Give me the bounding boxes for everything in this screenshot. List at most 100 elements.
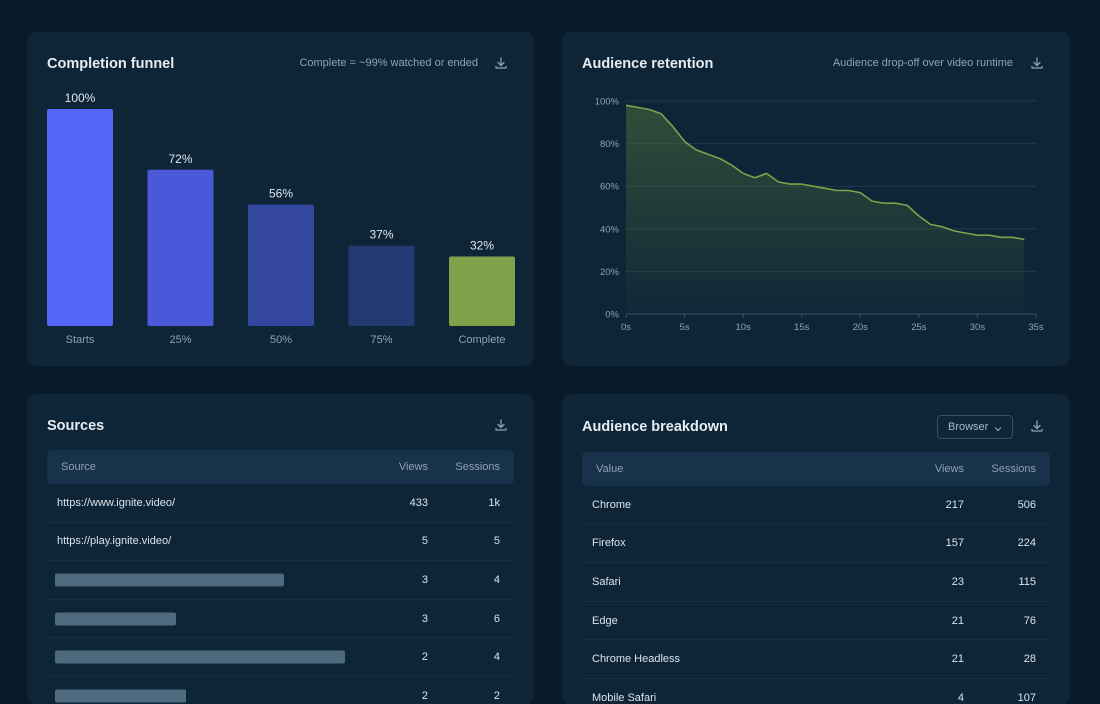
retention-ytick-label: 20% (600, 267, 620, 278)
funnel-bar[interactable] (449, 256, 515, 326)
funnel-value-label: 37% (369, 228, 393, 242)
table-row[interactable]: Chrome Headless 21 28 (582, 640, 1050, 679)
retention-xtick-label: 30s (970, 322, 986, 333)
views-value: 21 (951, 653, 964, 666)
redacted-source (55, 689, 186, 703)
source-url[interactable]: https://www.ignite.video/ (57, 496, 176, 509)
retention-xtick-label: 0s (621, 322, 631, 333)
views-value: 2 (421, 689, 428, 702)
audience-retention-title: Audience retention (582, 56, 714, 72)
completion-funnel-card: Completion funnel Complete = ~99% watche… (27, 32, 534, 366)
funnel-chart: 100% Starts 72% 25% 56% 50% 37% 75% 32% Complete (47, 91, 515, 346)
retention-area (626, 105, 1025, 314)
sources-table: Source Views Sessions https://www.ignite… (47, 450, 514, 704)
funnel-category-label: 75% (370, 334, 392, 346)
sources-card: Sources Source Views Sessions https://ww… (27, 394, 534, 704)
breakdown-dimension-select[interactable]: Browser (937, 415, 1013, 439)
audience-retention-card: Audience retention Audience drop-off ove… (562, 32, 1070, 366)
sessions-value: 224 (1017, 537, 1036, 550)
download-icon[interactable] (494, 418, 508, 432)
table-row[interactable]: Chrome 217 506 (582, 486, 1050, 525)
retention-ytick-label: 80% (600, 139, 620, 150)
table-row[interactable]: Mobile Safari 4 107 (582, 679, 1050, 704)
table-row[interactable]: Firefox 157 224 (582, 525, 1050, 564)
sessions-value: 4 (493, 651, 500, 664)
column-header-source[interactable]: Source (61, 461, 96, 473)
views-value: 2 (421, 651, 428, 664)
funnel-category-label: Complete (458, 334, 505, 346)
column-header-views[interactable]: Views (934, 463, 964, 475)
audience-breakdown-title: Audience breakdown (582, 419, 728, 435)
sources-table-body: https://www.ignite.video/433 1k https://pl… (47, 484, 514, 704)
sessions-value: 1k (488, 496, 500, 509)
breakdown-value: Edge (592, 614, 618, 627)
views-value: 217 (945, 498, 964, 511)
funnel-category-label: 25% (169, 334, 191, 346)
breakdown-table-body: Chrome 217 506 Firefox 157 224 Safari 23 115 Edge… (582, 486, 1050, 704)
audience-breakdown-card: Audience breakdown Browser Value Views S… (562, 394, 1070, 704)
breakdown-table: Value Views Sessions Chrome 217 506 Firefox… (582, 452, 1050, 704)
views-value: 433 (409, 496, 428, 509)
retention-xtick-label: 5s (680, 322, 690, 333)
retention-xtick-label: 25s (911, 322, 927, 333)
sessions-value: 506 (1017, 498, 1036, 511)
audience-retention-note: Audience drop-off over video runtime (832, 57, 1013, 69)
breakdown-value: Firefox (592, 537, 626, 550)
funnel-bar[interactable] (248, 204, 314, 326)
views-value: 157 (945, 537, 964, 550)
retention-xtick-label: 15s (794, 322, 810, 333)
funnel-category-label: Starts (66, 334, 95, 346)
download-icon[interactable] (494, 56, 508, 70)
column-header-views[interactable]: Views (398, 461, 428, 473)
funnel-value-label: 72% (168, 152, 192, 166)
sessions-value: 76 (1023, 614, 1036, 627)
retention-xtick-label: 20s (853, 322, 869, 333)
sessions-value: 115 (1018, 575, 1036, 588)
retention-ytick-label: 100% (595, 97, 620, 108)
sessions-value: 2 (493, 689, 500, 702)
retention-chart: 0% 20% 40% 60% 80% 100% 0s 5s 10s 15s 20s 25s 30s 35s (595, 97, 1044, 334)
retention-ytick-label: 0% (605, 310, 619, 321)
funnel-value-label: 56% (269, 186, 293, 200)
retention-line[interactable] (625, 104, 1025, 241)
sessions-value: 4 (493, 573, 500, 586)
chevron-down-icon (994, 423, 1002, 435)
views-value: 23 (951, 575, 964, 588)
funnel-category-label: 50% (270, 334, 292, 346)
views-value: 3 (421, 573, 428, 586)
column-header-value[interactable]: Value (596, 463, 624, 475)
breakdown-dimension-value: Browser (948, 421, 989, 433)
redacted-source (55, 650, 345, 664)
download-icon[interactable] (1030, 419, 1044, 433)
column-header-sessions[interactable]: Sessions (991, 463, 1036, 475)
redacted-source (55, 612, 177, 626)
funnel-bar[interactable] (47, 109, 113, 326)
views-value: 21 (951, 614, 964, 627)
funnel-bar[interactable] (147, 169, 214, 326)
funnel-bar[interactable] (348, 245, 415, 326)
table-row[interactable]: Edge 21 76 (582, 602, 1050, 641)
table-row[interactable]: Safari 23 115 (582, 563, 1050, 602)
breakdown-value: Chrome (592, 498, 632, 511)
sessions-value: 6 (493, 612, 500, 625)
views-value: 3 (421, 612, 428, 625)
table-row[interactable]: https://www.ignite.video/433 1k (47, 484, 514, 523)
breakdown-value: Safari (592, 575, 621, 588)
source-url[interactable]: https://play.ignite.video/ (57, 535, 172, 548)
table-row[interactable]: https://play.ignite.video/5 5 (47, 523, 514, 562)
funnel-value-label: 100% (65, 91, 96, 105)
retention-ytick-label: 40% (600, 224, 620, 235)
column-header-sessions[interactable]: Sessions (455, 461, 500, 473)
retention-xtick-label: 35s (1028, 322, 1044, 333)
views-value: 5 (421, 535, 428, 548)
download-icon[interactable] (1030, 56, 1044, 70)
redacted-source (55, 573, 284, 587)
retention-ytick-label: 60% (600, 182, 620, 193)
breakdown-table-header: Value Views Sessions (582, 452, 1050, 486)
completion-funnel-title: Completion funnel (47, 56, 175, 72)
completion-funnel-note: Complete = ~99% watched or ended (299, 57, 478, 69)
